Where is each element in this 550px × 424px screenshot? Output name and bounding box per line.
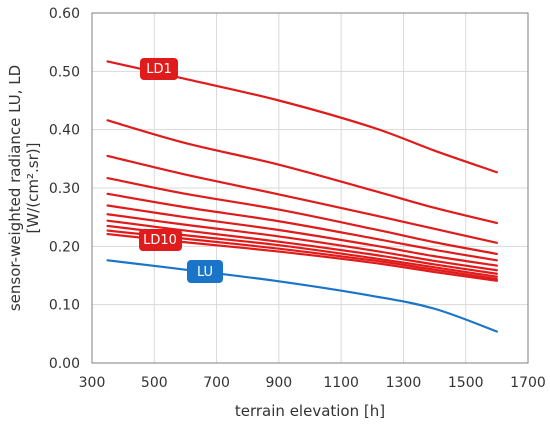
y-tick-label: 0.10: [49, 298, 80, 314]
y-tick-label: 0.30: [49, 181, 80, 197]
annotation-ld10-label: LD10: [143, 233, 177, 248]
annotation-ld1: LD1: [140, 58, 178, 80]
y-tick-label: 0.50: [49, 64, 80, 80]
x-tick-label: 1300: [386, 375, 422, 391]
x-tick-label: 1100: [323, 375, 359, 391]
y-axis-title-line2: [W/(cm².sr)]: [24, 143, 42, 234]
annotation-lu-label: LU: [197, 265, 213, 280]
series-line-ld-4: [106, 176, 498, 256]
plot-area-frame: [91, 12, 529, 364]
x-tick-label: 900: [265, 375, 292, 391]
x-tick-labels: 300 500 700 900 1100 1300 1500 1700: [79, 375, 546, 391]
y-tick-label: 0.60: [49, 6, 80, 22]
series-line-lu: [106, 259, 498, 333]
x-tick-label: 300: [79, 375, 106, 391]
annotation-lu: LU: [187, 260, 223, 283]
series-line-ld1: [106, 60, 498, 174]
annotation-ld1-badge: [140, 58, 178, 80]
annotation-ld1-label: LD1: [146, 62, 172, 77]
x-tick-label: 1500: [448, 375, 484, 391]
annotation-ld10-badge: [139, 229, 182, 251]
annotation-ld10: LD10: [139, 229, 182, 251]
y-tick-labels: 0.00 0.10 0.20 0.30 0.40 0.50 0.60: [49, 6, 80, 372]
series-line-ld-7: [106, 213, 498, 272]
series-lines: [106, 60, 498, 333]
y-axis-title-line1: sensor-weighted radiance LU, LD: [6, 65, 24, 311]
y-tick-label: 0.00: [49, 356, 80, 372]
annotation-lu-badge: [187, 260, 223, 283]
series-line-ld-6: [106, 204, 498, 267]
y-tick-label: 0.20: [49, 239, 80, 255]
series-line-ld-3: [106, 154, 498, 244]
x-axis-title: terrain elevation [h]: [235, 402, 385, 420]
series-line-ld-2: [106, 119, 498, 225]
x-tick-label: 1700: [510, 375, 546, 391]
series-line-ld-5: [106, 192, 498, 262]
x-tick-label: 500: [141, 375, 168, 391]
x-tick-label: 700: [203, 375, 230, 391]
y-tick-label: 0.40: [49, 123, 80, 139]
y-axis-title: sensor-weighted radiance LU, LD [W/(cm².…: [6, 65, 42, 311]
